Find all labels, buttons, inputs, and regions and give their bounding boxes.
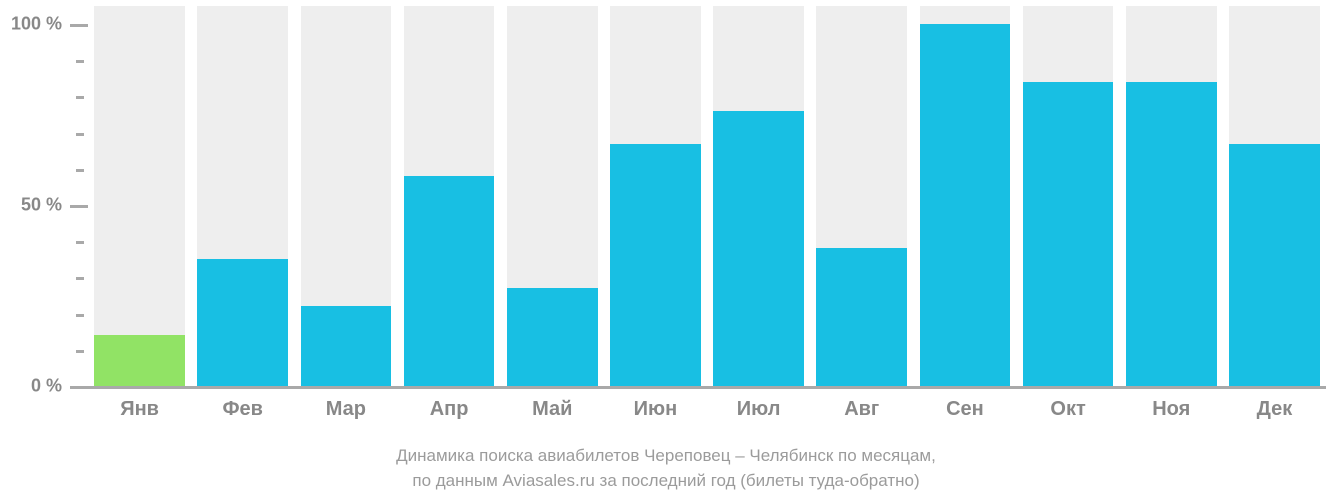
- y-major-tick: [70, 205, 88, 208]
- chart-bar: [920, 24, 1011, 386]
- plot-area: [88, 6, 1326, 386]
- chart-bar: [610, 144, 701, 386]
- y-axis-label: 0 %: [0, 376, 62, 397]
- x-axis-label: Апр: [398, 398, 501, 421]
- y-major-tick: [70, 24, 88, 27]
- x-axis-label: Фев: [191, 398, 294, 421]
- y-minor-tick: [76, 60, 84, 63]
- month-search-bar-chart: Динамика поиска авиабилетов Череповец – …: [0, 0, 1332, 502]
- y-axis-label: 50 %: [0, 195, 62, 216]
- y-minor-tick: [76, 96, 84, 99]
- caption-line-2: по данным Aviasales.ru за последний год …: [0, 469, 1332, 494]
- x-axis-label: Мар: [294, 398, 397, 421]
- x-axis-label: Июн: [604, 398, 707, 421]
- y-minor-tick: [76, 169, 84, 172]
- chart-column-bg: [94, 6, 185, 386]
- y-axis-label: 100 %: [0, 14, 62, 35]
- x-axis-label: Ноя: [1120, 398, 1223, 421]
- x-axis-label: Дек: [1223, 398, 1326, 421]
- chart-bar: [301, 306, 392, 386]
- x-axis-label: Сен: [913, 398, 1016, 421]
- chart-bar: [94, 335, 185, 386]
- x-axis-baseline: [88, 386, 1326, 389]
- x-axis-label: Май: [501, 398, 604, 421]
- x-axis-label: Авг: [810, 398, 913, 421]
- chart-bar: [507, 288, 598, 386]
- chart-caption: Динамика поиска авиабилетов Череповец – …: [0, 444, 1332, 493]
- chart-bar: [404, 176, 495, 386]
- chart-bar: [816, 248, 907, 386]
- chart-bar: [197, 259, 288, 386]
- y-minor-tick: [76, 241, 84, 244]
- y-minor-tick: [76, 277, 84, 280]
- x-axis-label: Июл: [707, 398, 810, 421]
- y-major-tick: [70, 386, 88, 389]
- chart-bar: [1229, 144, 1320, 386]
- y-minor-tick: [76, 133, 84, 136]
- chart-bar: [1126, 82, 1217, 386]
- y-minor-tick: [76, 314, 84, 317]
- x-axis-label: Янв: [88, 398, 191, 421]
- y-minor-tick: [76, 350, 84, 353]
- chart-bar: [713, 111, 804, 386]
- x-axis-label: Окт: [1017, 398, 1120, 421]
- caption-line-1: Динамика поиска авиабилетов Череповец – …: [0, 444, 1332, 469]
- chart-bar: [1023, 82, 1114, 386]
